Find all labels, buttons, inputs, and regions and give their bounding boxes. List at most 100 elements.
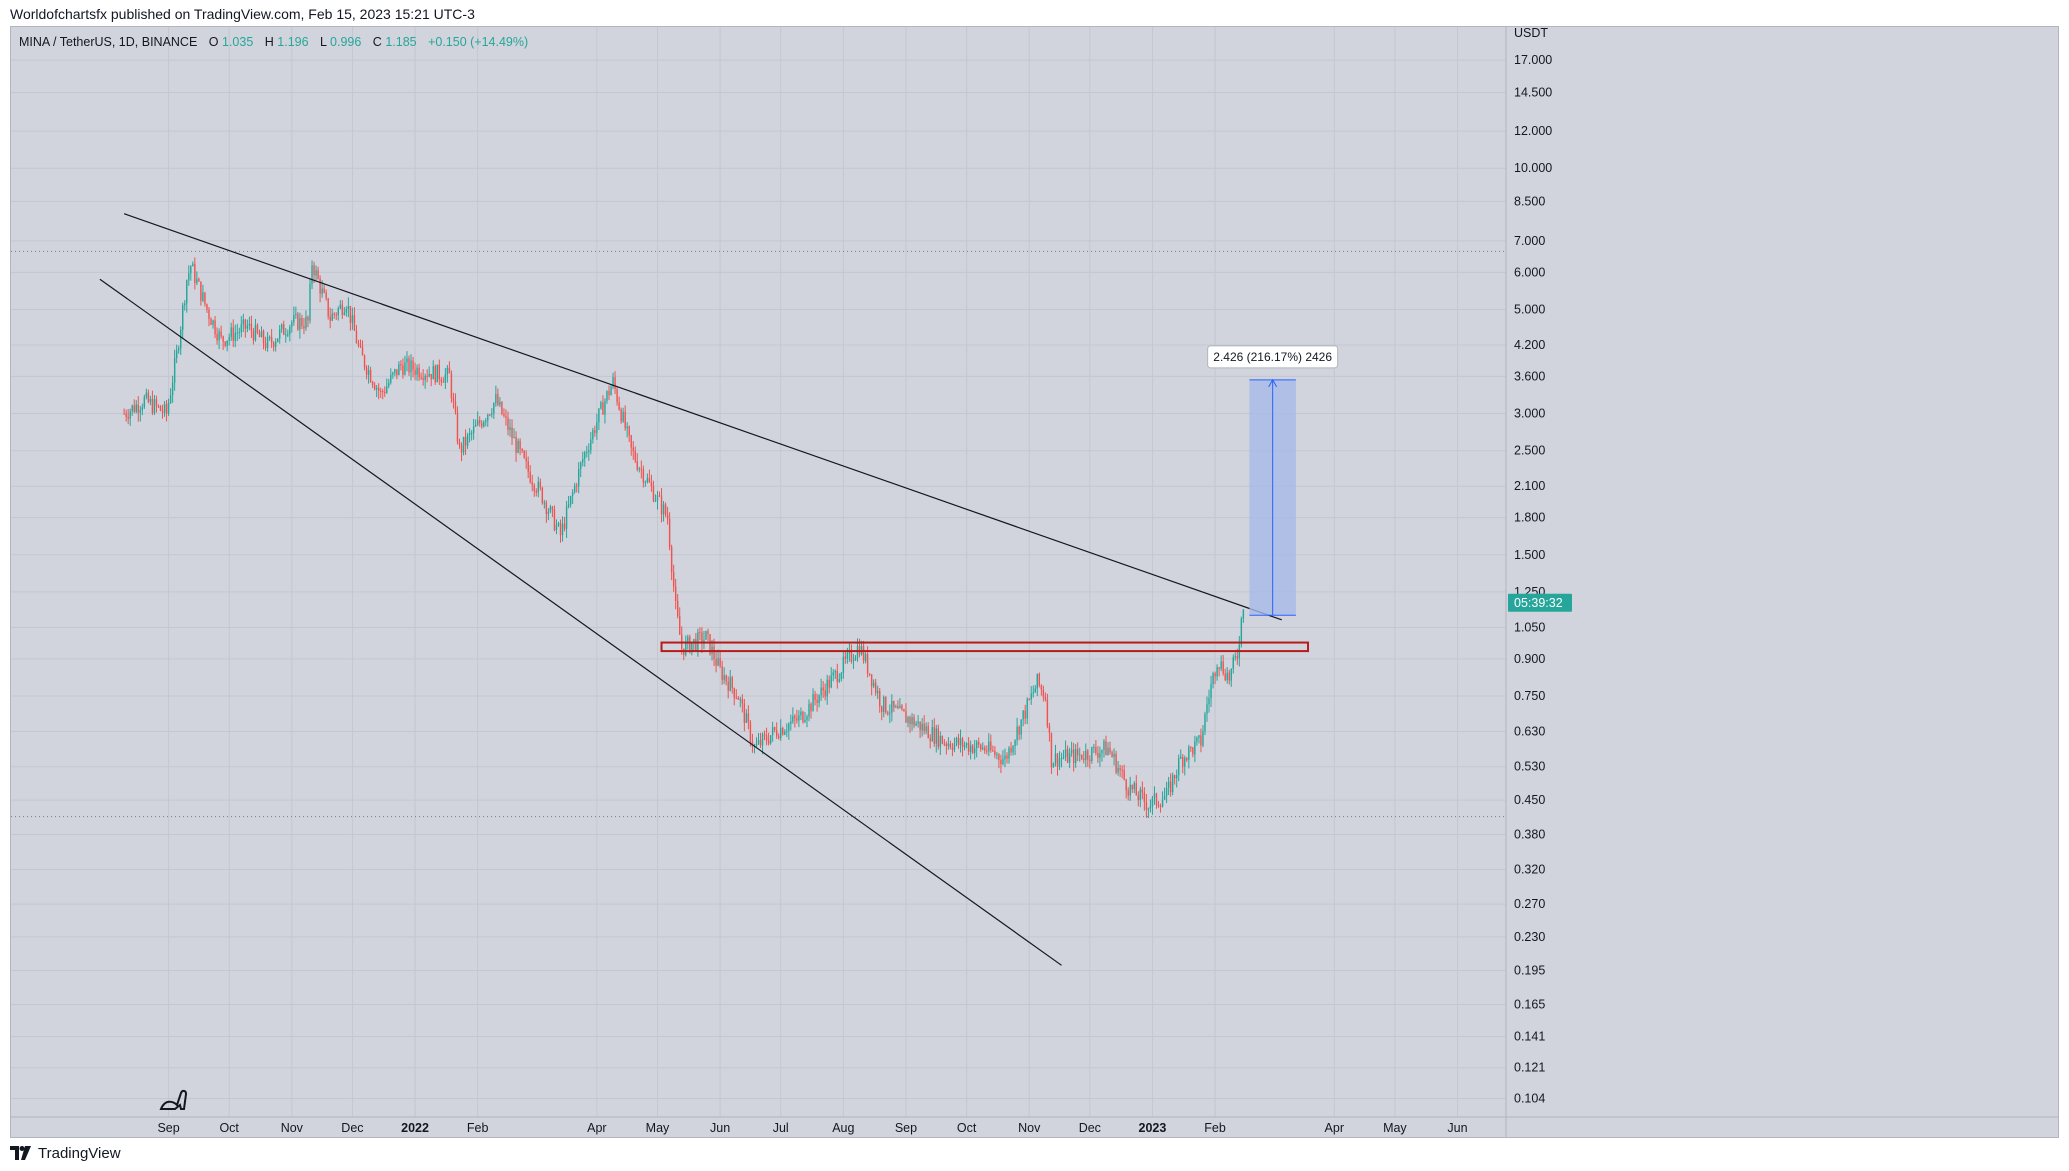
candle-body	[200, 281, 202, 301]
candle-body	[1232, 657, 1234, 669]
candle-body	[719, 658, 721, 667]
candle-body	[1155, 793, 1158, 806]
candle-body	[194, 263, 196, 283]
candle-body	[953, 743, 956, 750]
candle-body	[990, 741, 992, 751]
candle-body	[169, 394, 172, 403]
candle-body	[1064, 749, 1067, 758]
candle-body	[236, 332, 238, 334]
candle-body	[978, 741, 980, 745]
candle-body	[870, 674, 873, 687]
candle-body	[1200, 735, 1202, 746]
candle-body	[202, 292, 204, 301]
candle-body	[804, 719, 806, 722]
y-tick-label: 0.104	[1514, 1092, 1545, 1106]
candle-body	[283, 324, 285, 335]
candle-body	[1099, 753, 1101, 758]
candle-body	[145, 392, 148, 398]
trendline-support[interactable]	[99, 278, 1062, 966]
candle-body	[414, 369, 416, 375]
chart-svg[interactable]: 2.426 (216.17%) 2426 USDT 17.000 14.500 12…	[11, 27, 2058, 1137]
candle-body	[959, 738, 962, 746]
candle-body	[1226, 672, 1228, 681]
candle-body	[749, 722, 752, 742]
candle-body	[602, 402, 604, 415]
candle-body	[725, 675, 727, 682]
candle-body	[935, 728, 937, 744]
candle-body	[291, 322, 293, 327]
legend-row: MINA / TetherUS, 1D, BINANCE O 1.035 H 1…	[19, 35, 528, 49]
candle-body	[1024, 710, 1026, 719]
candle-body	[361, 346, 364, 356]
x-tick-label: Nov	[1018, 1121, 1041, 1135]
candle-body	[188, 273, 190, 281]
candle-body	[1139, 789, 1142, 800]
candle-body	[230, 327, 232, 338]
candle-body	[1190, 746, 1192, 748]
candle-body	[464, 436, 467, 446]
y-tick-label: 0.121	[1514, 1061, 1545, 1075]
candle-body	[628, 426, 630, 436]
y-tick-label: 4.200	[1514, 338, 1545, 352]
dino-icon[interactable]	[159, 1089, 188, 1110]
candle-body	[927, 726, 929, 739]
x-tick-label: Jun	[1447, 1121, 1467, 1135]
chart-frame[interactable]: 2.426 (216.17%) 2426 USDT 17.000 14.500 12…	[10, 26, 2059, 1138]
candle-body	[1012, 746, 1014, 753]
candle-body	[246, 325, 249, 329]
candle-body	[323, 288, 325, 293]
breakout-zone-box[interactable]	[660, 641, 1310, 653]
candle-body	[830, 675, 832, 688]
candle-body	[1151, 797, 1154, 807]
candle-body	[517, 440, 519, 453]
candle-body	[994, 750, 996, 755]
candle-body	[1153, 793, 1156, 798]
candle-body	[961, 738, 964, 748]
candle-body	[1070, 749, 1073, 754]
candle-body	[638, 468, 641, 470]
candle-body	[1109, 747, 1111, 753]
candle-body	[151, 398, 154, 413]
candle-body	[620, 409, 622, 422]
x-axis[interactable]: Sep Oct Nov Dec 2022 Feb Apr May Jun Jul Aug Sep Oct…	[157, 1121, 1467, 1135]
candle-body	[341, 304, 344, 315]
candle-body	[440, 379, 443, 382]
candle-body	[442, 381, 445, 383]
candle-body	[1131, 784, 1133, 790]
candle-body	[743, 703, 746, 723]
candle-body	[852, 660, 855, 662]
candle-body	[850, 650, 853, 662]
candle-body	[513, 436, 515, 439]
candle-body	[444, 374, 447, 383]
candle-body	[551, 506, 554, 510]
candle-body	[1095, 747, 1097, 754]
candle-body	[891, 700, 893, 713]
x-tick-label: 2022	[401, 1121, 429, 1135]
candle-body	[466, 434, 469, 446]
candle-body	[337, 308, 339, 316]
candle-body	[242, 319, 245, 325]
candle-body	[252, 331, 255, 341]
x-tick-label: Jun	[710, 1121, 730, 1135]
y-tick-label: 5.000	[1514, 302, 1545, 316]
x-tick-label: Dec	[1079, 1121, 1101, 1135]
drawings[interactable]: 2.426 (216.17%) 2426	[99, 213, 1339, 966]
candle-body	[509, 427, 511, 430]
candle-body	[751, 741, 754, 747]
candle-body	[654, 500, 657, 502]
candle-body	[184, 303, 186, 306]
candle-body	[371, 382, 374, 385]
candle-body	[1165, 787, 1168, 797]
price-badge-box	[1508, 593, 1572, 612]
candle-body	[1157, 805, 1160, 807]
candle-body	[1204, 713, 1206, 732]
candle-body	[905, 711, 907, 723]
y-tick-label: 6.000	[1514, 265, 1545, 279]
candle-body	[1076, 749, 1079, 755]
candle-body	[1180, 756, 1182, 759]
trendline-resistance[interactable]	[123, 213, 1282, 621]
candle-body	[276, 338, 279, 342]
candle-body	[600, 402, 602, 409]
candle-body	[824, 690, 826, 697]
candle-body	[996, 754, 998, 756]
